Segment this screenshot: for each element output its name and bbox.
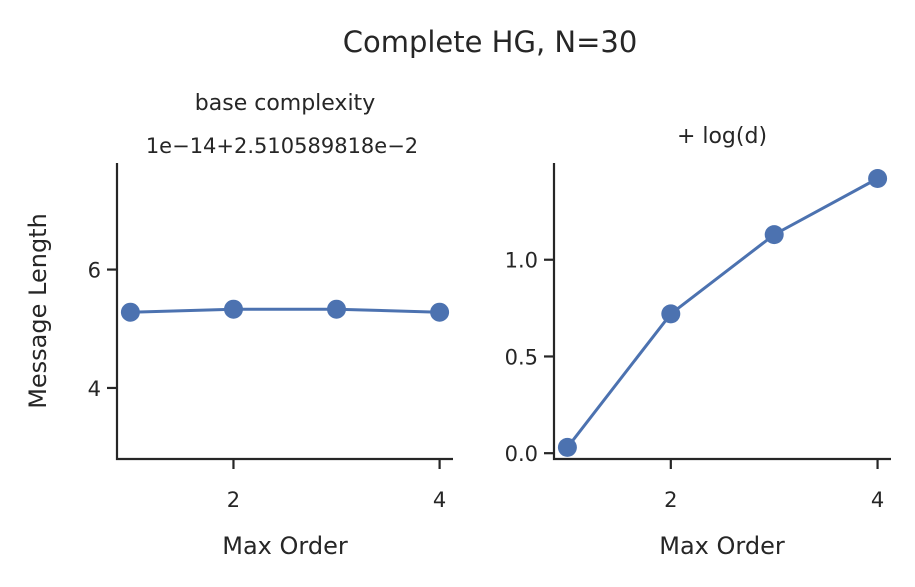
data-point bbox=[764, 225, 784, 245]
data-point bbox=[868, 169, 888, 188]
data-point bbox=[327, 299, 346, 319]
axis-spines bbox=[115, 163, 453, 461]
panel-base-complexity: base complexity 1e−14+2.510589818e−2 2 4 4… bbox=[24, 91, 453, 560]
figure-suptitle: Complete HG, N=30 bbox=[343, 25, 638, 59]
ticks: 2 4 0.0 0.5 1.0 bbox=[505, 249, 885, 512]
panel-title: + log(d) bbox=[677, 124, 767, 149]
data-marks bbox=[557, 169, 888, 457]
axis-spines bbox=[552, 163, 891, 461]
y-tick-label: 0.0 bbox=[505, 442, 538, 466]
panel-title: base complexity bbox=[195, 91, 375, 116]
x-tick-label: 2 bbox=[664, 488, 677, 512]
data-point bbox=[430, 302, 450, 322]
x-axis-label: Max Order bbox=[222, 532, 348, 560]
y-tick-label: 4 bbox=[88, 377, 101, 401]
y-tick-label: 1.0 bbox=[505, 249, 538, 273]
offset-text: 1e−14+2.510589818e−2 bbox=[146, 134, 418, 158]
data-point bbox=[557, 437, 577, 457]
data-point bbox=[224, 299, 243, 319]
ticks: 2 4 4 6 bbox=[88, 259, 447, 512]
data-point bbox=[120, 302, 140, 322]
x-axis-label: Max Order bbox=[659, 532, 785, 560]
data-point bbox=[661, 304, 681, 324]
y-tick-label: 0.5 bbox=[505, 345, 538, 369]
x-tick-label: 4 bbox=[433, 488, 446, 512]
series-line bbox=[566, 177, 879, 449]
x-tick-label: 2 bbox=[227, 488, 240, 512]
x-tick-label: 4 bbox=[871, 488, 884, 512]
y-axis-label: Message Length bbox=[24, 213, 52, 409]
y-tick-label: 6 bbox=[88, 259, 101, 283]
data-marks bbox=[120, 299, 450, 322]
panel-log-d: + log(d) 2 4 0.0 0.5 1.0 Max Order bbox=[505, 124, 891, 560]
series-line bbox=[130, 307, 440, 314]
